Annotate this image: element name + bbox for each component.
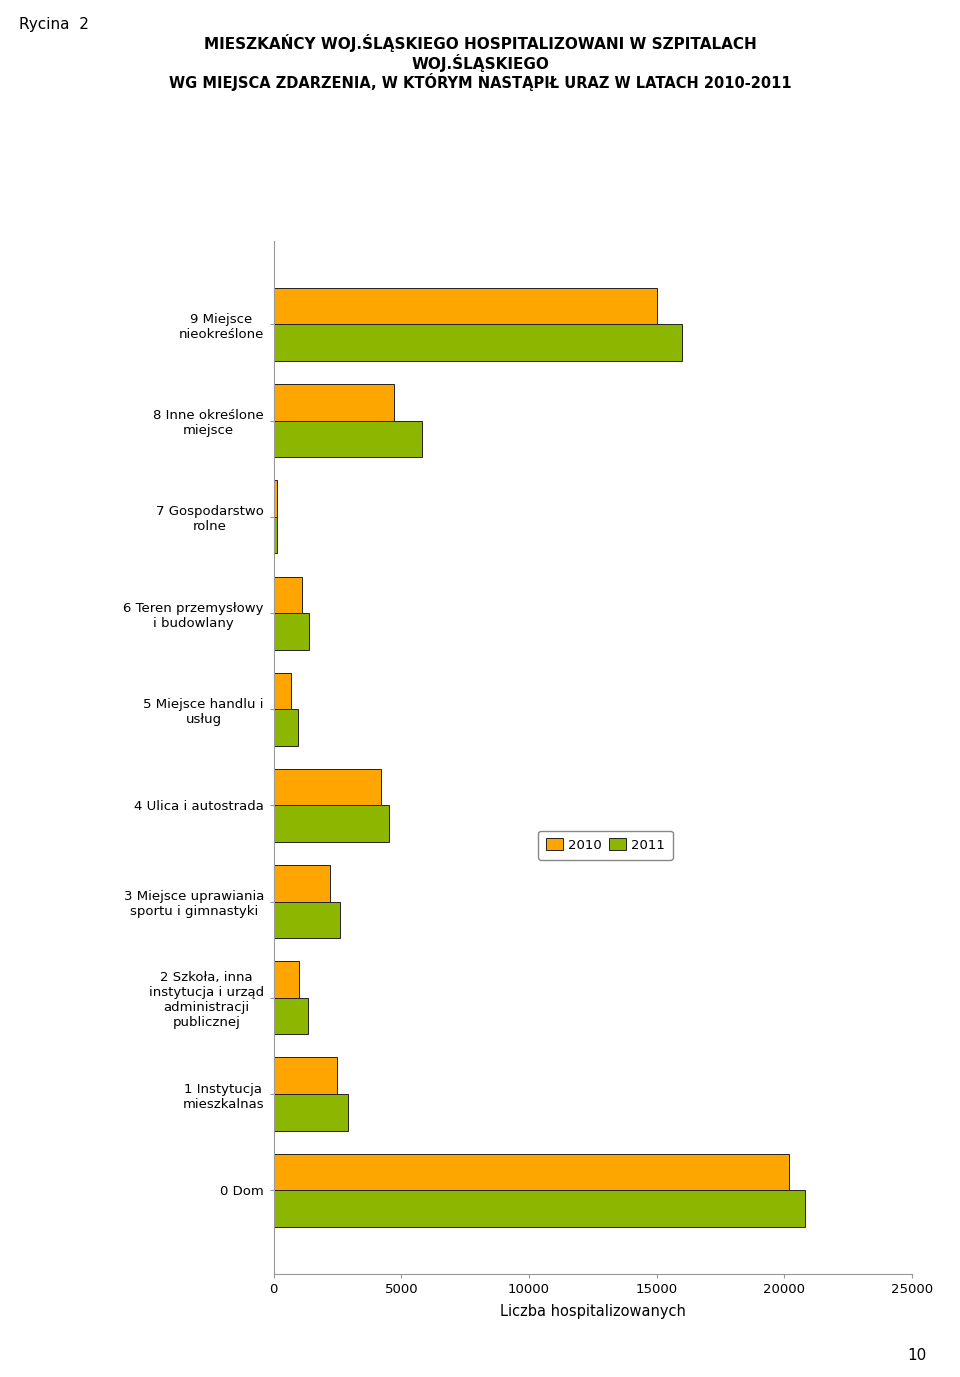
Text: WOJ.ŚLĄSKIEGO: WOJ.ŚLĄSKIEGO [411, 54, 549, 72]
Text: 10: 10 [907, 1348, 926, 1363]
Bar [274, 1095, 348, 1131]
Bar [274, 806, 389, 841]
Legend: 2010, 2011: 2010, 2011 [539, 830, 673, 859]
Text: WG MIEJSCA ZDARZENIA, W KTÓRYM NASTĄPIŁ URAZ W LATACH 2010-2011: WG MIEJSCA ZDARZENIA, W KTÓRYM NASTĄPIŁ … [169, 73, 791, 91]
Text: MIESZKAŃCY WOJ.ŚLĄSKIEGO HOSPITALIZOWANI W SZPITALACH: MIESZKAŃCY WOJ.ŚLĄSKIEGO HOSPITALIZOWANI… [204, 34, 756, 52]
Bar [274, 613, 309, 650]
Bar [274, 516, 277, 554]
Bar [274, 1154, 789, 1190]
Bar [274, 325, 683, 361]
Bar [274, 865, 330, 902]
Bar [274, 1190, 804, 1227]
Bar [274, 577, 301, 613]
Text: Rycina  2: Rycina 2 [19, 17, 89, 32]
Bar [274, 998, 308, 1034]
Bar [274, 481, 276, 516]
Bar [274, 288, 657, 325]
Bar [274, 709, 298, 746]
Bar [274, 961, 300, 998]
Bar [274, 673, 292, 709]
Bar [274, 768, 381, 806]
Bar [274, 1058, 338, 1095]
Bar [274, 902, 340, 938]
Bar [274, 420, 421, 457]
X-axis label: Liczba hospitalizowanych: Liczba hospitalizowanych [500, 1304, 685, 1319]
Bar [274, 384, 394, 420]
